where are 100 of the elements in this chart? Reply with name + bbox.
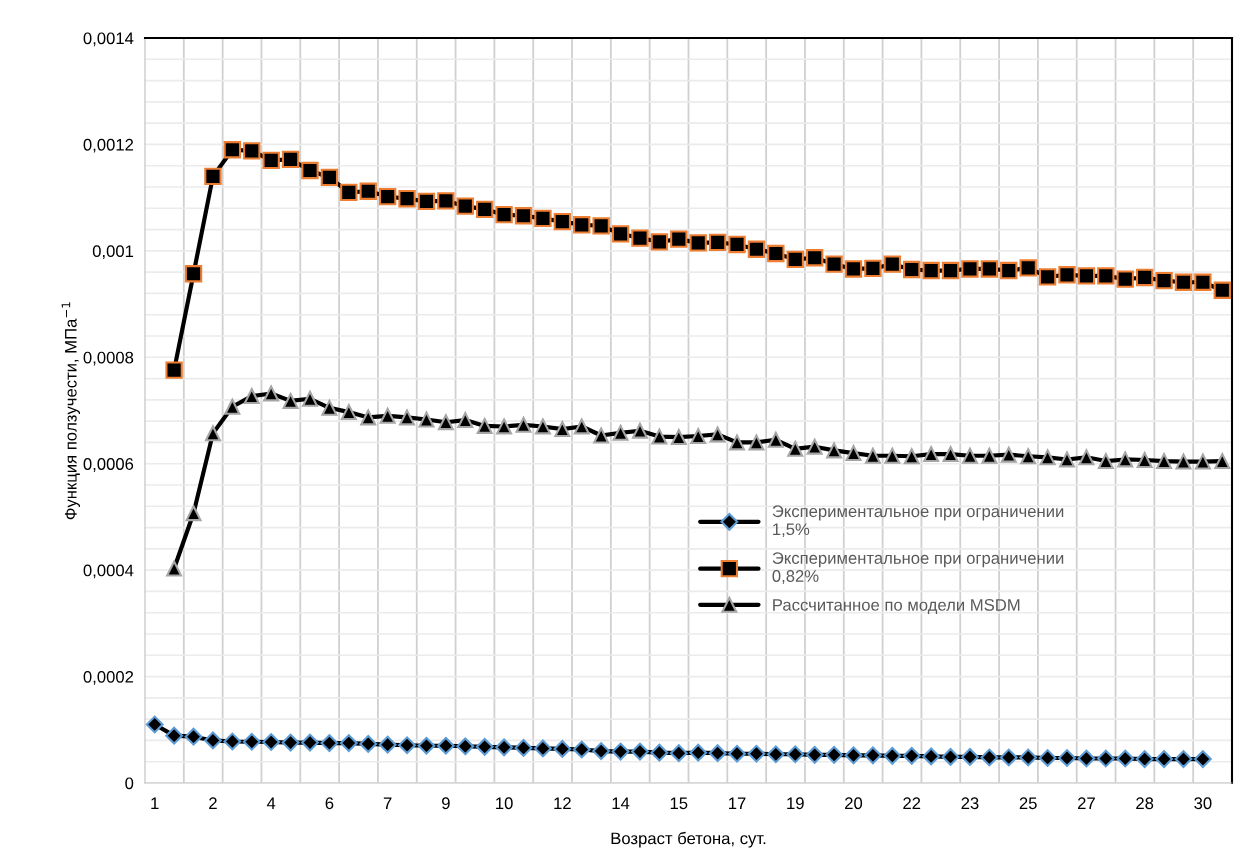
point xyxy=(805,745,824,764)
x-tick-label: 30 xyxy=(1194,797,1212,810)
point xyxy=(1097,267,1115,285)
point xyxy=(883,255,901,273)
point xyxy=(320,734,339,752)
point xyxy=(1135,268,1154,287)
point xyxy=(1155,750,1173,768)
point xyxy=(224,398,241,415)
y-tick-label: 0,0012 xyxy=(83,138,134,153)
y-tick-label: 0,0014 xyxy=(83,32,134,47)
point xyxy=(572,740,591,759)
point xyxy=(961,260,979,278)
point xyxy=(593,427,610,444)
x-tick-label: 1 xyxy=(151,797,159,809)
point xyxy=(631,742,649,761)
point xyxy=(360,409,377,426)
point xyxy=(302,390,318,407)
point xyxy=(301,161,319,180)
point xyxy=(941,261,960,280)
point xyxy=(729,434,746,451)
point xyxy=(903,260,921,279)
point xyxy=(1174,750,1193,768)
point xyxy=(1039,449,1056,466)
point xyxy=(787,440,804,457)
point xyxy=(417,736,436,755)
y-tick-label: 0,0008 xyxy=(83,351,134,366)
point xyxy=(786,745,805,764)
point xyxy=(339,734,358,752)
point xyxy=(902,746,921,765)
point xyxy=(417,192,436,211)
x-tick-label: 27 xyxy=(1077,797,1095,809)
point xyxy=(437,414,454,431)
point xyxy=(844,746,863,765)
point xyxy=(806,438,823,455)
point xyxy=(1000,446,1017,463)
x-tick-label: 14 xyxy=(612,797,630,809)
point xyxy=(534,418,551,435)
point xyxy=(262,151,280,170)
point xyxy=(1213,281,1231,299)
point xyxy=(476,200,494,219)
point xyxy=(359,182,377,200)
point xyxy=(145,715,164,734)
point xyxy=(1175,453,1192,470)
point xyxy=(1000,261,1018,280)
point xyxy=(1019,259,1037,277)
point xyxy=(457,412,474,429)
point xyxy=(378,735,397,754)
point xyxy=(903,448,920,465)
point xyxy=(961,447,978,464)
point xyxy=(301,733,319,752)
point xyxy=(1078,449,1095,466)
point xyxy=(709,426,726,443)
point xyxy=(826,442,843,459)
x-tick-label: 9 xyxy=(442,797,450,810)
x-tick-label: 20 xyxy=(845,797,863,810)
point xyxy=(650,233,669,251)
point xyxy=(631,422,648,439)
point xyxy=(1077,749,1096,768)
point xyxy=(437,192,455,210)
point xyxy=(476,417,493,434)
point xyxy=(418,411,435,428)
point xyxy=(1038,749,1057,767)
point xyxy=(1077,267,1096,285)
point xyxy=(690,428,707,445)
point xyxy=(611,742,630,761)
x-tick-label: 22 xyxy=(903,797,921,809)
point xyxy=(243,142,261,160)
y-tick-label: 0,001 xyxy=(92,245,134,260)
point xyxy=(766,745,785,764)
y-tick-label: 0 xyxy=(125,777,134,790)
point xyxy=(748,434,765,451)
point xyxy=(399,409,416,426)
point xyxy=(573,216,591,234)
point xyxy=(456,197,474,215)
point xyxy=(767,431,784,448)
point xyxy=(262,733,281,751)
point xyxy=(922,747,941,766)
point xyxy=(1097,453,1114,470)
point xyxy=(184,265,203,283)
point xyxy=(1019,748,1038,767)
point xyxy=(728,744,746,763)
legend-label: Экспериментальное при ограничении 0,82% xyxy=(772,552,1064,584)
point xyxy=(263,385,280,402)
point xyxy=(573,418,590,435)
point xyxy=(1058,266,1076,284)
point xyxy=(864,259,882,278)
point xyxy=(321,399,338,416)
x-axis-title: Возраст бетона, сут. xyxy=(611,831,766,848)
point xyxy=(496,418,513,435)
point xyxy=(185,505,202,522)
point xyxy=(184,727,203,746)
point xyxy=(1116,749,1135,768)
point xyxy=(165,361,183,379)
point xyxy=(592,742,611,760)
point xyxy=(767,244,785,263)
point xyxy=(514,207,533,225)
point xyxy=(1059,451,1075,468)
x-tick-label: 6 xyxy=(325,797,334,810)
point xyxy=(1194,453,1211,470)
point xyxy=(689,234,707,252)
